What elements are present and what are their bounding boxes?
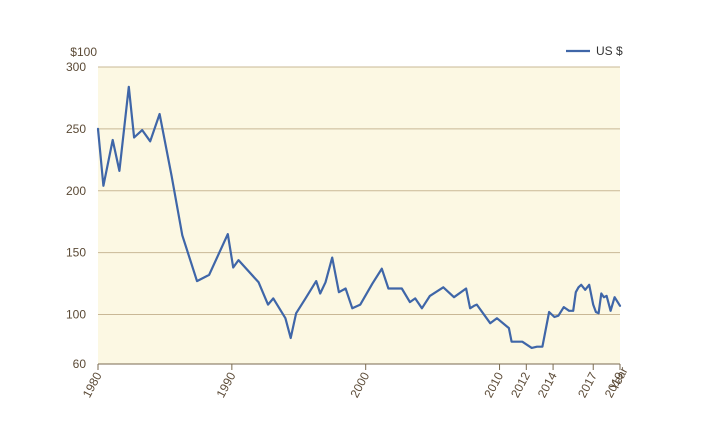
series-layer — [96, 85, 622, 349]
y-tick-label: 300 — [66, 60, 86, 74]
y-axis: 60 100 150 200 250 300 — [66, 60, 86, 371]
y-tick-label: 200 — [66, 184, 86, 198]
grid-lines — [98, 66, 620, 315]
legend-label: US $ — [596, 44, 623, 58]
x-axis: 1980 1990 2000 2010 2012 2014 2017 2019 — [80, 364, 627, 400]
x-tick-label: 1980 — [80, 370, 105, 400]
x-tick-label: 1990 — [214, 370, 239, 400]
y-tick-label: 60 — [73, 357, 87, 371]
y-tick-label: 150 — [66, 246, 86, 260]
x-tick-label: 2010 — [481, 370, 506, 400]
plot-background — [98, 67, 620, 364]
x-tick-label: 2012 — [508, 370, 533, 400]
y-tick-label: 100 — [66, 308, 86, 322]
series-line-us-dollar — [96, 85, 622, 349]
x-tick-label: 2014 — [535, 370, 560, 400]
legend: US $ — [566, 44, 623, 58]
x-tick-label: 2000 — [347, 370, 372, 400]
y-tick-label: 250 — [66, 122, 86, 136]
y-unit-label: $100 — [70, 45, 97, 59]
x-axis-title: Year — [607, 365, 631, 393]
x-tick-label: 2017 — [575, 370, 600, 400]
